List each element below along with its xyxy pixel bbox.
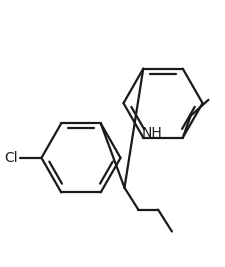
Text: NH: NH (142, 126, 162, 140)
Text: Cl: Cl (4, 151, 18, 165)
